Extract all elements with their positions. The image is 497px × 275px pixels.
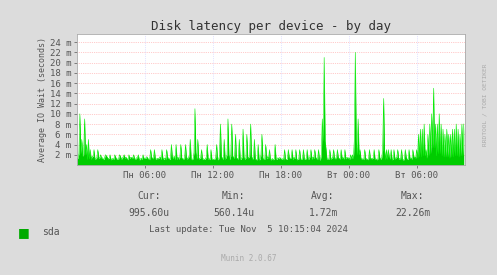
Text: Min:: Min: bbox=[222, 191, 246, 201]
Text: 22.26m: 22.26m bbox=[395, 208, 430, 218]
Text: 995.60u: 995.60u bbox=[129, 208, 169, 218]
Text: Max:: Max: bbox=[401, 191, 424, 201]
Y-axis label: Average IO Wait (seconds): Average IO Wait (seconds) bbox=[38, 37, 47, 162]
Text: Cur:: Cur: bbox=[137, 191, 161, 201]
Text: Munin 2.0.67: Munin 2.0.67 bbox=[221, 254, 276, 263]
Text: RRDTOOL / TOBI OETIKER: RRDTOOL / TOBI OETIKER bbox=[482, 63, 487, 146]
Text: sda: sda bbox=[42, 227, 60, 237]
Text: 1.72m: 1.72m bbox=[308, 208, 338, 218]
Text: Avg:: Avg: bbox=[311, 191, 335, 201]
Text: ■: ■ bbox=[18, 226, 30, 239]
Text: Last update: Tue Nov  5 10:15:04 2024: Last update: Tue Nov 5 10:15:04 2024 bbox=[149, 226, 348, 234]
Title: Disk latency per device - by day: Disk latency per device - by day bbox=[151, 20, 391, 33]
Text: 560.14u: 560.14u bbox=[213, 208, 254, 218]
